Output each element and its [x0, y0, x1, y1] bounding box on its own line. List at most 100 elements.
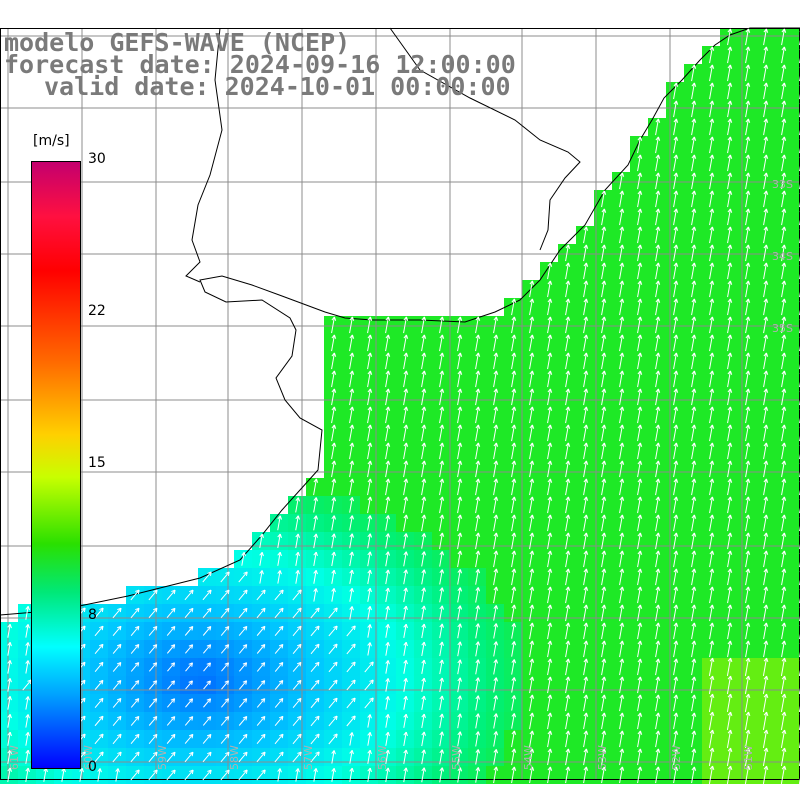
- wind-arrow: [421, 352, 427, 370]
- wind-arrow: [565, 640, 571, 658]
- wind-arrow: [349, 424, 355, 442]
- wind-arrow: [493, 388, 499, 406]
- wind-arrow: [583, 550, 589, 568]
- wind-arrow: [763, 496, 769, 514]
- wind-arrow: [763, 550, 769, 568]
- wind-arrow: [673, 478, 679, 496]
- wind-arrow: [220, 769, 230, 781]
- wind-arrow: [202, 607, 212, 618]
- wind-arrow: [619, 226, 625, 244]
- wind-arrow: [403, 551, 409, 567]
- wind-arrow: [457, 767, 463, 783]
- wind-arrow: [727, 334, 733, 352]
- wind-arrow: [781, 370, 787, 388]
- wind-arrow: [367, 515, 373, 531]
- wind-arrow: [709, 550, 715, 568]
- wind-arrow: [619, 514, 625, 532]
- wind-arrow: [349, 352, 355, 370]
- wind-cell: [792, 730, 800, 748]
- wind-arrow: [727, 442, 733, 460]
- lat-label: 35S: [772, 322, 793, 335]
- wind-arrow: [439, 587, 445, 603]
- wind-arrow: [79, 768, 84, 782]
- wind-arrow: [295, 497, 301, 513]
- wind-arrow: [25, 660, 30, 674]
- wind-arrow: [547, 568, 553, 586]
- wind-arrow: [349, 406, 355, 424]
- wind-arrow: [475, 442, 481, 460]
- wind-arrow: [439, 532, 445, 550]
- wind-arrow: [709, 46, 715, 64]
- wind-arrow: [637, 532, 643, 550]
- wind-arrow: [475, 532, 481, 550]
- wind-arrow: [745, 568, 751, 586]
- wind-arrow: [655, 658, 661, 676]
- wind-arrow: [763, 208, 769, 226]
- wind-arrow: [112, 643, 122, 654]
- wind-cell: [792, 658, 800, 676]
- lon-label: 51W: [742, 745, 755, 770]
- wind-arrow: [403, 442, 409, 460]
- wind-arrow: [709, 478, 715, 496]
- wind-arrow: [727, 478, 733, 496]
- wind-arrow: [763, 190, 769, 208]
- wind-arrow: [421, 623, 426, 639]
- wind-arrow: [25, 714, 30, 728]
- wind-arrow: [655, 766, 661, 784]
- wind-speed-field: [0, 28, 800, 784]
- wind-cell: [792, 298, 800, 316]
- wind-arrow: [331, 767, 336, 782]
- wind-arrow: [493, 442, 499, 460]
- wind-arrow: [691, 424, 697, 442]
- wind-arrow: [439, 749, 445, 765]
- wind-arrow: [475, 424, 481, 442]
- wind-arrow: [166, 607, 176, 619]
- wind-arrow: [763, 406, 769, 424]
- wind-arrow: [547, 388, 553, 406]
- wind-arrow: [475, 677, 481, 693]
- wind-arrow: [184, 626, 194, 636]
- wind-arrow: [637, 604, 643, 622]
- wind-arrow: [762, 657, 769, 677]
- wind-arrow: [691, 172, 697, 190]
- wind-arrow: [511, 478, 517, 496]
- wind-arrow: [529, 532, 535, 550]
- wind-arrow: [601, 460, 607, 478]
- wind-arrow: [256, 751, 266, 763]
- wind-arrow: [745, 208, 751, 226]
- wind-arrow: [112, 751, 122, 763]
- wind-arrow: [148, 733, 158, 744]
- wind-arrow: [385, 713, 390, 728]
- wind-arrow: [148, 662, 158, 672]
- wind-arrow: [295, 533, 300, 549]
- wind-arrow: [331, 533, 337, 549]
- wind-arrow: [547, 316, 553, 334]
- wind-arrow: [385, 424, 391, 442]
- wind-arrow: [313, 768, 318, 782]
- wind-arrow: [274, 662, 284, 672]
- wind-arrow: [94, 733, 104, 745]
- wind-arrow: [708, 675, 715, 695]
- wind-arrow: [673, 766, 679, 784]
- wind-arrow: [637, 406, 643, 424]
- wind-arrow: [421, 731, 426, 747]
- wind-arrow: [655, 388, 661, 406]
- wind-arrow: [655, 226, 661, 244]
- wind-arrow: [511, 550, 517, 568]
- wind-arrow: [7, 767, 12, 783]
- wind-arrow: [709, 82, 715, 100]
- wind-arrow: [655, 748, 661, 766]
- wind-arrow: [601, 280, 607, 298]
- wind-cell: [792, 334, 800, 352]
- wind-arrow: [745, 28, 751, 46]
- wind-arrow: [310, 625, 320, 637]
- wind-arrow: [94, 715, 104, 727]
- wind-arrow: [166, 589, 176, 601]
- wind-arrow: [529, 604, 535, 622]
- wind-arrow: [547, 280, 553, 298]
- wind-arrow: [781, 28, 787, 46]
- wind-arrow: [202, 733, 212, 744]
- wind-arrow: [7, 642, 12, 656]
- wind-arrow: [583, 658, 589, 676]
- wind-arrow: [367, 551, 373, 567]
